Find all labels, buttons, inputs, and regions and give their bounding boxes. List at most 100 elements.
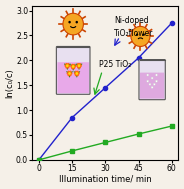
Point	[39, 127, 42, 129]
Text: P25 TiO₂: P25 TiO₂	[100, 60, 132, 69]
Circle shape	[72, 65, 75, 68]
Point	[39, 122, 42, 124]
Ellipse shape	[67, 67, 68, 70]
Point	[38, 119, 40, 121]
Point	[40, 121, 42, 124]
Point	[39, 115, 41, 117]
Point	[39, 119, 41, 121]
Line: 2 pts: 2 pts	[134, 44, 136, 48]
Ellipse shape	[64, 64, 66, 65]
Circle shape	[68, 72, 71, 75]
FancyBboxPatch shape	[140, 73, 164, 99]
Point	[38, 112, 41, 114]
Text: Ni-doped: Ni-doped	[114, 16, 149, 26]
Circle shape	[65, 66, 68, 69]
Line: 2 pts: 2 pts	[77, 12, 80, 16]
Circle shape	[75, 71, 77, 73]
Circle shape	[68, 74, 70, 76]
Ellipse shape	[69, 64, 71, 65]
Circle shape	[67, 66, 69, 69]
Point	[40, 115, 42, 117]
Point	[40, 119, 42, 121]
Point	[40, 118, 42, 120]
Circle shape	[77, 74, 79, 76]
Line: 2 pts: 2 pts	[66, 32, 69, 37]
Circle shape	[155, 74, 158, 76]
Circle shape	[76, 64, 78, 67]
Circle shape	[151, 86, 153, 88]
Point	[39, 122, 41, 125]
Ellipse shape	[71, 71, 73, 73]
Point	[39, 121, 41, 123]
Point	[38, 113, 41, 116]
Circle shape	[65, 63, 68, 65]
Circle shape	[67, 72, 69, 75]
Circle shape	[75, 21, 78, 23]
Circle shape	[63, 13, 83, 35]
Point	[39, 117, 42, 119]
Circle shape	[69, 74, 72, 76]
Circle shape	[77, 72, 80, 75]
Point	[39, 123, 42, 125]
Line: 2 pts: 2 pts	[144, 25, 147, 29]
Point	[38, 119, 41, 121]
Ellipse shape	[70, 64, 72, 66]
Circle shape	[80, 64, 82, 67]
Circle shape	[153, 83, 155, 85]
Point	[39, 116, 42, 119]
Ellipse shape	[76, 64, 78, 65]
Point	[39, 121, 42, 124]
Point	[39, 118, 42, 120]
Line: 2 pts: 2 pts	[134, 25, 136, 29]
FancyBboxPatch shape	[57, 62, 89, 93]
Text: TiO₂flower: TiO₂flower	[114, 29, 153, 38]
Circle shape	[70, 65, 73, 68]
Line: 2 pts: 2 pts	[61, 29, 66, 31]
Point	[40, 127, 42, 129]
Point	[38, 116, 41, 119]
Point	[38, 116, 40, 119]
Circle shape	[136, 33, 138, 36]
Point	[40, 123, 42, 125]
Point	[38, 115, 40, 117]
Circle shape	[68, 21, 71, 23]
Line: 2 pts: 2 pts	[81, 29, 85, 31]
Point	[40, 120, 42, 123]
FancyBboxPatch shape	[139, 60, 165, 100]
Point	[38, 115, 41, 117]
Circle shape	[149, 83, 151, 85]
Point	[40, 121, 42, 123]
Ellipse shape	[78, 71, 80, 73]
Point	[38, 112, 41, 115]
Point	[39, 113, 41, 115]
Point	[39, 117, 41, 120]
Circle shape	[74, 65, 76, 68]
Line: 2 pts: 2 pts	[147, 30, 152, 32]
Point	[39, 117, 41, 119]
Point	[39, 123, 42, 125]
Point	[38, 118, 41, 120]
Point	[39, 115, 42, 117]
Circle shape	[66, 64, 69, 67]
Ellipse shape	[73, 71, 76, 73]
Ellipse shape	[69, 75, 70, 77]
Circle shape	[79, 63, 81, 65]
Circle shape	[73, 67, 75, 69]
Line: 2 pts: 2 pts	[129, 41, 133, 43]
Line: 2 pts: 2 pts	[129, 30, 133, 32]
Point	[40, 117, 42, 119]
FancyBboxPatch shape	[56, 46, 90, 94]
Line: 2 pts: 2 pts	[147, 41, 152, 43]
Circle shape	[147, 80, 149, 82]
Circle shape	[151, 77, 153, 79]
Point	[39, 119, 42, 121]
Point	[38, 118, 41, 120]
Point	[38, 112, 40, 115]
Line: 2 pts: 2 pts	[66, 12, 69, 16]
Circle shape	[78, 64, 80, 67]
Circle shape	[68, 64, 70, 67]
Ellipse shape	[66, 71, 68, 73]
Circle shape	[77, 66, 79, 69]
Point	[38, 118, 40, 120]
Circle shape	[155, 80, 158, 82]
